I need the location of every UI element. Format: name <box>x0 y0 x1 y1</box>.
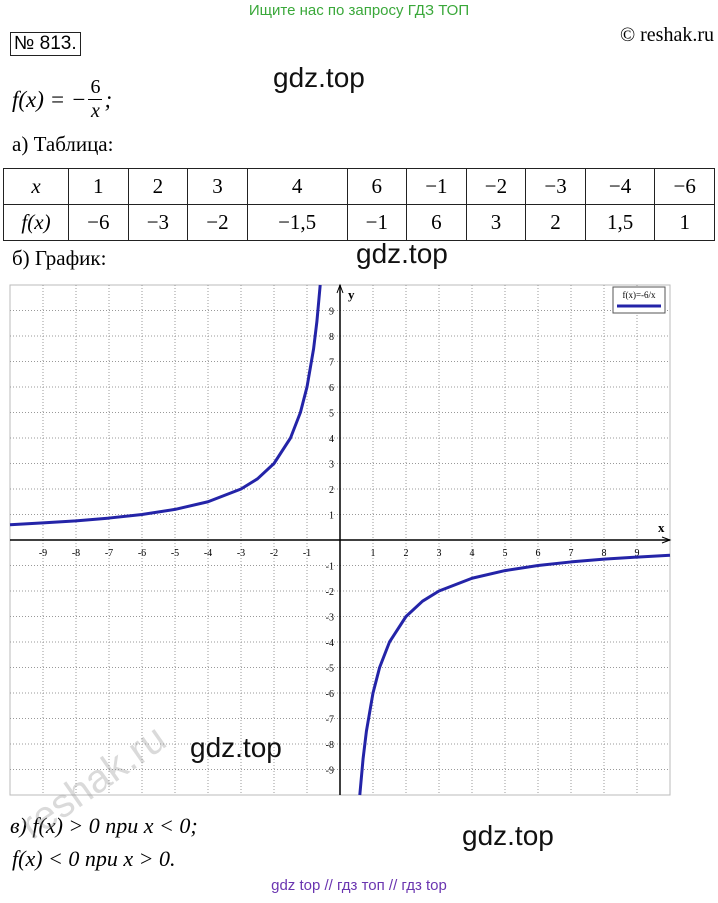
x-tick-label: -1 <box>303 548 311 559</box>
value-table: x 1 2 3 4 6 −1 −2 −3 −4 −6 f(x) −6 −3 −2 −1,5 −1 6 3 2 1,5 1 <box>3 168 715 241</box>
x-tick-label: -8 <box>72 548 80 559</box>
conclusion-2: f(x) < 0 при x > 0. <box>12 846 176 871</box>
table-heading: а) Таблица: <box>12 132 114 156</box>
y-tick-label: 5 <box>329 409 334 420</box>
table-cell: −3 <box>525 168 586 205</box>
x-tick-label: 6 <box>536 548 541 559</box>
table-cell: 1,5 <box>584 204 656 241</box>
table-cell: 1 <box>68 168 129 205</box>
watermark: gdz.top <box>356 238 448 269</box>
y-tick-label: -7 <box>326 715 334 726</box>
x-tick-label: 7 <box>569 548 574 559</box>
x-tick-label: 8 <box>602 548 607 559</box>
x-tick-label: -5 <box>171 548 179 559</box>
table-cell: −1 <box>346 204 408 241</box>
y-tick-label: 9 <box>329 307 334 318</box>
y-tick-label: -1 <box>326 562 334 573</box>
table-cell: 3 <box>187 168 248 205</box>
table-cell: −2 <box>187 204 248 241</box>
watermark: gdz.top <box>273 62 365 93</box>
y-tick-label: 2 <box>329 485 334 496</box>
table-cell: −6 <box>68 204 129 241</box>
x-tick-label: 4 <box>470 548 475 559</box>
x-tick-label: -2 <box>270 548 278 559</box>
x-tick-label: 9 <box>635 548 640 559</box>
table-cell: −2 <box>465 168 527 205</box>
x-tick-label: 5 <box>503 548 508 559</box>
x-tick-label: -7 <box>105 548 113 559</box>
copyright: © reshak.ru <box>619 24 714 46</box>
x-tick-label: 2 <box>404 548 409 559</box>
table-cell: 6 <box>406 204 467 241</box>
x-tick-label: -4 <box>204 548 212 559</box>
footer: gdz top // гдз топ // гдз top <box>271 877 447 894</box>
table-cell: 1 <box>654 204 715 241</box>
y-tick-label: -3 <box>326 613 334 624</box>
formula-end: ; <box>104 86 113 112</box>
table-row: x 1 2 3 4 6 −1 −2 −3 −4 −6 <box>3 168 715 205</box>
curve <box>9 284 671 796</box>
table-cell: x <box>3 168 69 205</box>
y-tick-label: -9 <box>326 766 334 777</box>
table-cell: 2 <box>525 204 586 241</box>
y-axis-label: y <box>348 287 355 302</box>
watermark: gdz.top <box>462 820 554 851</box>
y-tick-label: 1 <box>329 511 334 522</box>
x-tick-label: 1 <box>371 548 376 559</box>
x-axis-label: x <box>658 520 665 535</box>
table-cell: f(x) <box>3 204 69 241</box>
y-tick-label: -8 <box>326 740 334 751</box>
table-cell: 3 <box>465 204 527 241</box>
table-cell: −1,5 <box>246 204 348 241</box>
arrow <box>661 536 672 544</box>
formula-lhs: f(x) = − <box>12 86 87 112</box>
y-tick-label: -4 <box>326 638 334 649</box>
table-row: f(x) −6 −3 −2 −1,5 −1 6 3 2 1,5 1 <box>3 204 715 241</box>
graph: -9 -8 -7 -6 -5 -4 -3 -2 -1 1 2 3 4 5 6 7 8 9 -9 -8 -7 -6 -5 -4 -… <box>9 283 672 796</box>
conclusion-1: в) f(x) > 0 при x < 0; <box>10 813 198 838</box>
x-tick-label: -6 <box>138 548 146 559</box>
y-tick-label: 4 <box>329 434 334 445</box>
y-tick-label: 7 <box>329 358 334 369</box>
y-tick-label: 8 <box>329 332 334 343</box>
legend-box <box>612 286 666 314</box>
banner: Ищите нас по запросу ГДЗ ТОП <box>248 2 470 19</box>
numerator: 6 <box>88 76 103 100</box>
y-tick-label: -5 <box>326 664 334 675</box>
table-cell: −1 <box>406 168 467 205</box>
legend-label: f(x)=-6/x <box>622 290 656 300</box>
table-cell: −3 <box>127 204 189 241</box>
watermark: gdz.top <box>190 732 282 763</box>
y-tick-label: 6 <box>329 383 334 394</box>
arrow <box>336 283 344 294</box>
task-number: № 813. <box>10 32 81 56</box>
table-cell: −6 <box>654 168 715 205</box>
x-tick-label: 3 <box>437 548 442 559</box>
denominator: x <box>91 100 100 122</box>
graph-heading: б) График: <box>12 246 107 270</box>
y-tick-label: 3 <box>329 460 334 471</box>
y-tick-label: -2 <box>326 587 334 598</box>
x-tick-label: -3 <box>237 548 245 559</box>
table-cell: 2 <box>127 168 189 205</box>
table-cell: 4 <box>246 168 348 205</box>
y-tick-label: -6 <box>326 689 334 700</box>
fraction: 6 x <box>88 76 103 123</box>
formula: f(x) = − 6 x ; <box>12 76 112 123</box>
x-tick-label: -9 <box>39 548 47 559</box>
